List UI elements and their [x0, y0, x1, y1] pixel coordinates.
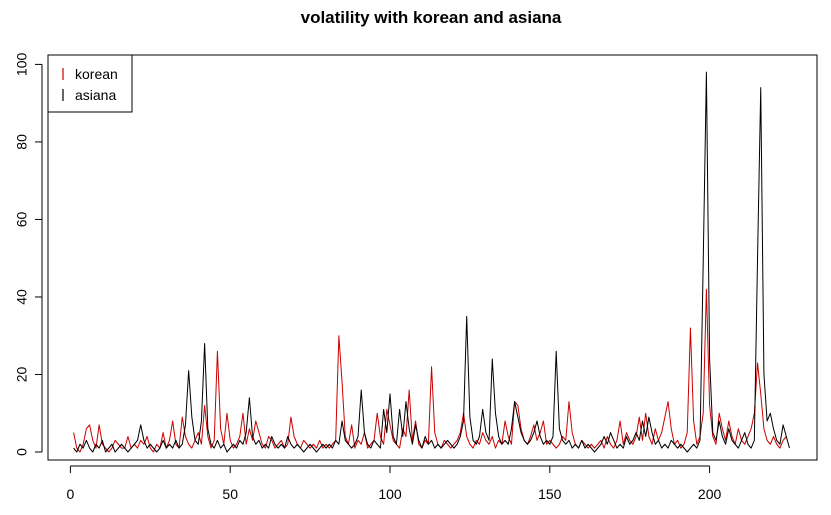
y-tick-label: 20	[14, 366, 30, 382]
x-tick-label: 0	[67, 486, 75, 502]
legend-label-asiana: asiana	[75, 87, 116, 103]
x-tick-label: 50	[222, 486, 238, 502]
x-axis: 0 50 100 150 200	[67, 465, 722, 502]
legend-box	[47, 54, 133, 113]
y-tick-label: 80	[14, 134, 30, 150]
x-tick-label: 100	[378, 486, 402, 502]
legend: korean asiana	[47, 54, 133, 113]
y-tick-label: 0	[14, 448, 30, 456]
series-line-asiana	[73, 71, 790, 453]
y-tick-label: 100	[14, 53, 30, 77]
legend-label-korean: korean	[75, 66, 118, 82]
y-axis: 0 20 40 60 80 100	[14, 53, 43, 456]
y-tick-label: 60	[14, 211, 30, 227]
chart-title: volatility with korean and asiana	[301, 8, 562, 27]
x-tick-label: 200	[698, 486, 722, 502]
series-line-korean	[73, 288, 787, 453]
y-tick-label: 40	[14, 289, 30, 305]
plot-frame	[47, 54, 818, 461]
x-tick-label: 150	[538, 486, 562, 502]
series-layer	[73, 71, 790, 453]
